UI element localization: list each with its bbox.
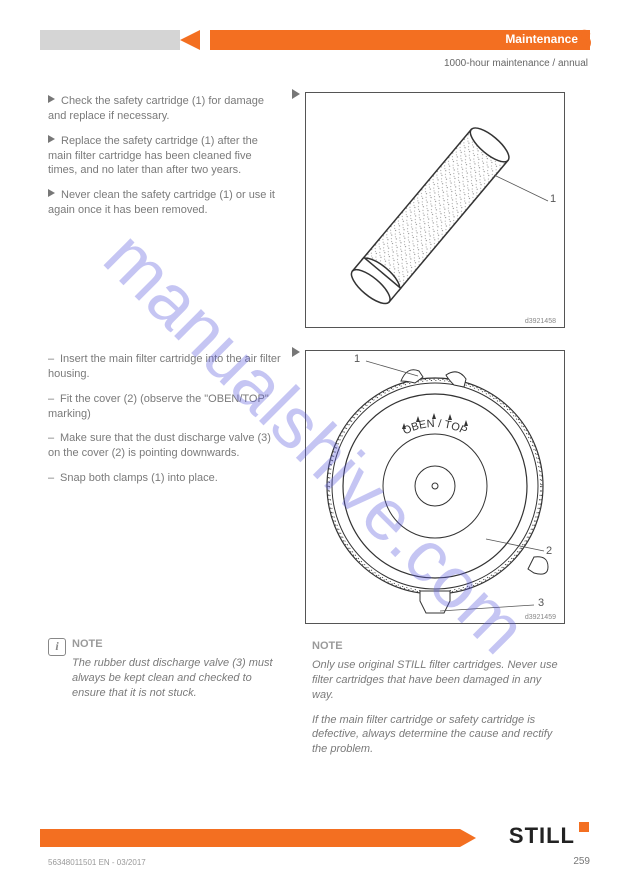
step-text: Fit the cover (2) (observe the "OBEN/TOP… [48, 392, 283, 422]
step-text: Never clean the safety cartridge (1) or … [48, 188, 283, 218]
note-body: If the main filter cartridge or safety c… [312, 713, 562, 758]
footer-doc-id: 56348011501 EN - 03/2017 [48, 858, 146, 867]
footer-page-number: 259 [573, 856, 590, 867]
footer-orange-bar [40, 829, 460, 847]
header-chevron [180, 30, 200, 50]
step-text: Replace the safety cartridge (1) after t… [48, 134, 283, 179]
note-body: Only use original STILL filter cartridge… [312, 658, 562, 703]
text-block-fig1: Check the safety cartridge (1) for damag… [48, 94, 283, 228]
logo-dot-icon [578, 821, 590, 833]
figure-2-caption: d3921459 [525, 614, 556, 621]
logo-text: STILL [509, 823, 575, 848]
note-heading: NOTE [312, 640, 562, 652]
header-gray-bar [40, 30, 180, 50]
figure-1-callout-1: 1 [550, 193, 556, 205]
figure-2-box: OBEN / TOP [305, 350, 565, 624]
figure-1-svg [306, 93, 564, 327]
step-text: Check the safety cartridge (1) for damag… [48, 94, 283, 124]
step-text: Insert the main filter cartridge into th… [48, 352, 283, 382]
figure-2-svg: OBEN / TOP [306, 351, 564, 623]
figure-2-callout-1: 1 [354, 353, 360, 365]
text-block-fig2: Insert the main filter cartridge into th… [48, 352, 283, 496]
figure-1-caption: d3921458 [525, 318, 556, 325]
note-block-right: NOTE Only use original STILL filter cart… [312, 640, 562, 767]
step-text: Make sure that the dust discharge valve … [48, 431, 283, 461]
header-subtitle: 1000-hour maintenance / annual [444, 58, 588, 69]
header-section-number: 6 [576, 30, 592, 50]
note-body: The rubber dust discharge valve (3) must… [72, 656, 284, 701]
footer-chevron [460, 829, 476, 847]
step-text: Snap both clamps (1) into place. [48, 471, 283, 486]
note-block-1: NOTE The rubber dust discharge valve (3)… [72, 638, 284, 711]
figure-1-box: 1 [305, 92, 565, 328]
figure-2-callout-2: 2 [546, 545, 552, 557]
figure-marker-icon [292, 89, 300, 99]
figure-marker-icon [292, 347, 300, 357]
header-section-label: Maintenance [505, 32, 578, 46]
figure-2-callout-3: 3 [538, 597, 544, 609]
still-logo: STILL [509, 821, 590, 849]
note-heading: NOTE [72, 638, 284, 650]
note-icon: i [48, 638, 66, 656]
page: manualshive.com Maintenance 6 1000-hour … [0, 0, 630, 893]
